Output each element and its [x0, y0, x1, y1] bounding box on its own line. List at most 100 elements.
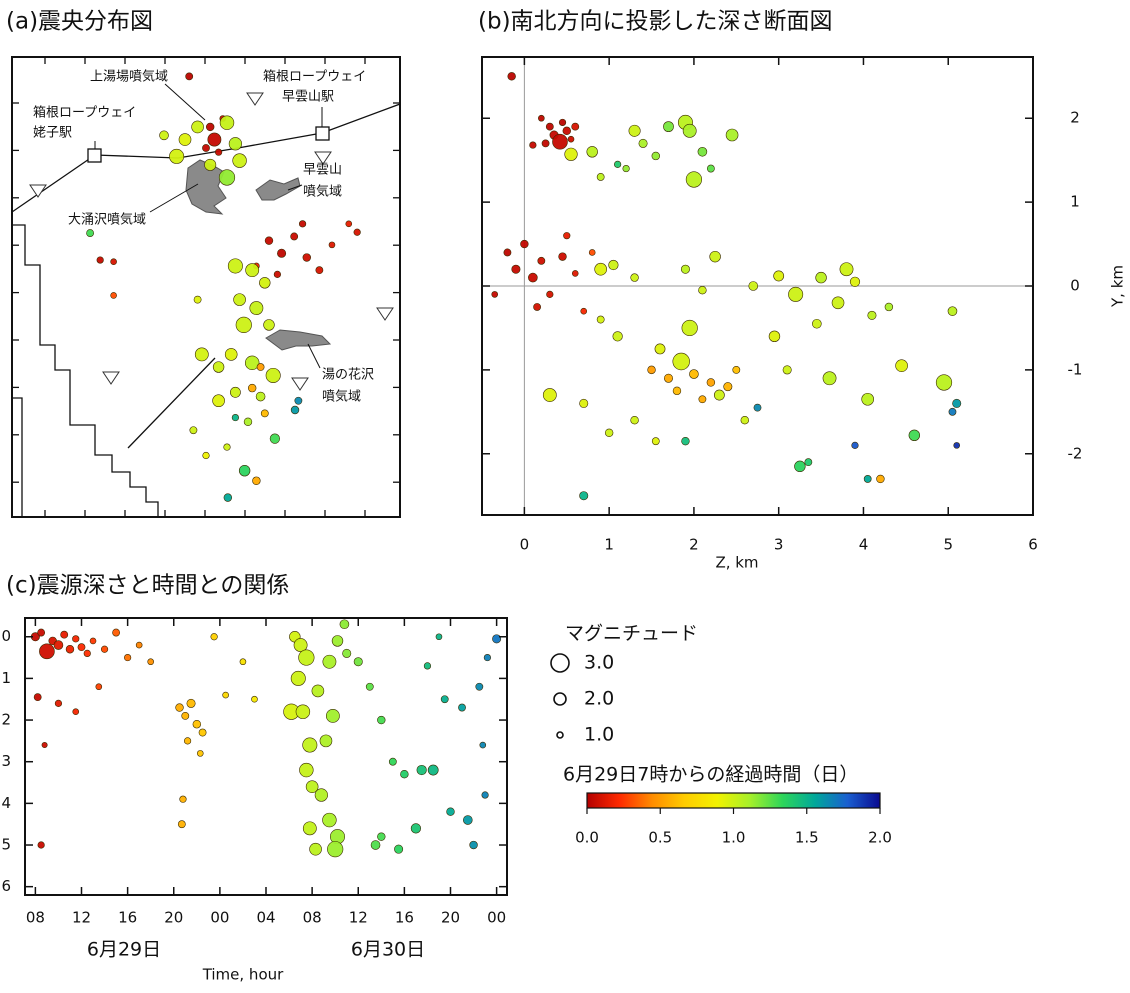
hypocenter	[608, 259, 619, 271]
legend-circle	[556, 731, 564, 739]
legend-label: 2.0	[584, 688, 614, 710]
date-label: 6月29日	[87, 939, 161, 961]
hypocenter	[77, 643, 86, 652]
section-line	[127, 357, 216, 449]
hypocenter	[773, 270, 785, 282]
hypocenter	[177, 820, 186, 829]
hypocenter	[400, 770, 409, 779]
hypocenter	[212, 394, 225, 408]
hypocenter	[294, 396, 303, 405]
colorbar-title: 6月29日7時からの経過時間（日）	[563, 764, 858, 786]
y-tick-label: 1	[1070, 193, 1080, 211]
panel-a-title: (a)震央分布図	[6, 9, 153, 35]
legend-title: マグニチュード	[565, 623, 698, 645]
hypocenter	[594, 262, 607, 276]
x-axis-label: Time, hour	[202, 966, 284, 984]
hypocenter	[96, 256, 104, 264]
hypocenter	[204, 158, 217, 171]
yunohanazawa-area	[265, 329, 332, 351]
x-tick-label: 3	[774, 536, 784, 554]
hypocenter	[169, 148, 185, 164]
annotation: 早雲山	[303, 163, 342, 178]
hypocenter	[681, 319, 698, 337]
hypocenter	[481, 791, 489, 799]
x-tick-label: 20	[441, 909, 460, 927]
hypocenter	[311, 684, 325, 698]
hypocenter	[685, 171, 703, 188]
hypocenter	[794, 460, 806, 473]
x-tick-label: 16	[118, 909, 137, 927]
hypocenter	[552, 133, 568, 150]
hypocenter	[247, 383, 257, 393]
legend-circle	[550, 653, 570, 673]
hypocenter	[435, 633, 443, 641]
hypocenter	[290, 670, 306, 686]
hypocenter	[812, 318, 822, 329]
leader-line	[287, 184, 303, 191]
hypocenter	[302, 253, 311, 262]
hypocenter	[232, 153, 247, 168]
hypocenter	[263, 319, 275, 331]
hypocenter	[831, 296, 845, 310]
hypocenter	[663, 373, 673, 383]
hypocenter	[908, 429, 921, 442]
hypocenter	[651, 151, 660, 161]
hypocenter	[416, 764, 427, 776]
hypocenter	[388, 757, 397, 766]
hypocenter	[53, 640, 64, 650]
hypocenter	[562, 126, 571, 136]
panel-b-title: (b)南北方向に投影した深さ断面図	[478, 9, 833, 35]
hypocenter	[469, 840, 478, 850]
hypocenter	[475, 682, 484, 691]
hypocenter	[293, 638, 308, 652]
hypocenter	[748, 281, 759, 291]
x-tick-label: 00	[210, 909, 229, 927]
hypocenter	[339, 619, 350, 630]
hypocenter	[410, 823, 422, 834]
hypocenter	[198, 728, 207, 737]
hypocenter	[427, 764, 439, 776]
hypocenter	[95, 683, 103, 691]
hypocenter	[229, 386, 241, 398]
hypocenter	[189, 426, 198, 435]
hypocenter	[483, 653, 491, 662]
hypocenter	[491, 291, 499, 298]
hypocenter	[205, 122, 215, 132]
hypocenter	[709, 250, 721, 263]
hypocenter	[328, 241, 336, 249]
date-label: 6月30日	[351, 939, 425, 961]
hypocenter	[342, 648, 352, 658]
hypocenter	[331, 635, 344, 647]
hypocenter	[228, 137, 242, 151]
hypocenter	[325, 708, 340, 723]
y-tick-label: -2	[1068, 444, 1083, 462]
hypocenter	[353, 657, 363, 667]
hypocenter	[538, 114, 545, 122]
hypocenter	[305, 780, 319, 793]
hypocenter	[672, 386, 682, 396]
hypocenter	[207, 132, 222, 147]
hypocenter	[41, 742, 48, 749]
hypocenter	[537, 256, 546, 265]
hypocenter	[54, 699, 63, 707]
hypocenter	[953, 442, 961, 449]
hypocenter	[507, 72, 516, 81]
y-tick-label: 0	[1, 627, 11, 645]
hypocenter	[135, 641, 143, 649]
hypocenter	[83, 649, 91, 658]
hypocenter	[579, 398, 589, 408]
hypocenter	[596, 315, 605, 324]
hypocenter	[462, 815, 473, 825]
x-tick-label: 08	[26, 909, 45, 927]
hypocenter	[299, 762, 314, 778]
legend-label: 3.0	[584, 652, 614, 674]
station-box	[315, 126, 330, 141]
x-tick-label: 12	[72, 909, 91, 927]
hypocenter	[458, 703, 466, 712]
y-tick-label: 2	[1070, 109, 1080, 127]
annotation: 早雲山駅	[282, 90, 334, 105]
hypocenter	[353, 228, 361, 236]
map-annotations: 上湯場噴気域 箱根ロープウェイ 早雲山駅 箱根ロープウェイ 姥子駅 早雲山 噴気…	[33, 69, 374, 405]
hypocenter	[239, 658, 247, 666]
hypocenter	[511, 264, 521, 274]
